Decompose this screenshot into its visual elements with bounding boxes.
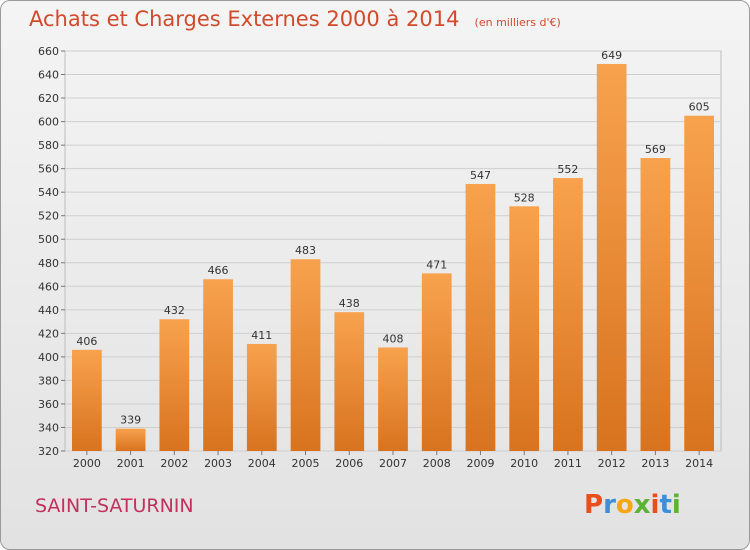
value-label: 552 [557,163,578,176]
value-label: 432 [164,304,185,317]
value-label: 466 [208,264,229,277]
y-tick-label: 580 [38,139,59,152]
bar-2013 [640,158,671,451]
bar-2007 [378,347,408,451]
x-tick-label: 2003 [204,457,232,470]
bar-2003 [203,279,233,451]
y-tick-label: 540 [38,186,59,199]
x-tick-label: 2014 [685,457,713,470]
x-tick-label: 2013 [641,457,669,470]
y-tick-label: 440 [38,304,59,317]
y-tick-label: 520 [38,210,59,223]
bar-2009 [465,183,496,452]
bar-2010 [509,206,540,451]
bar-2004 [246,343,277,451]
proxiti-logo: Proxiti [584,490,681,520]
logo-letter: i [671,490,681,520]
bar-2014 [684,115,715,452]
logo-letter: P [584,490,604,520]
x-tick-label: 2001 [117,457,145,470]
x-tick-label: 2005 [292,457,320,470]
bar-2012 [596,63,627,452]
y-tick-label: 360 [38,398,59,411]
y-tick-label: 640 [38,69,59,82]
y-tick-label: 480 [38,257,59,270]
y-tick-label: 460 [38,280,59,293]
chart-title: Achats et Charges Externes 2000 à 2014 [29,7,460,31]
value-label: 406 [76,335,97,348]
x-tick-label: 2010 [510,457,538,470]
value-label: 605 [689,101,710,114]
city-name: SAINT-SATURNIN [35,495,194,517]
y-tick-label: 620 [38,92,59,105]
value-label: 528 [514,191,535,204]
chart-subtitle: (en milliers d'€) [474,16,561,29]
x-tick-label: 2004 [248,457,276,470]
value-label: 438 [339,297,360,310]
value-labels: 406 339 432 466 411 483 438 408 471 547 528 552 649 5… [76,49,709,427]
logo-letter: o [615,490,634,520]
y-tick-label: 500 [38,233,59,246]
value-label: 339 [120,414,141,427]
bars [71,63,715,452]
value-label: 471 [426,258,447,271]
bar-2002 [159,319,190,451]
y-tick-label: 340 [38,421,59,434]
bar-2001 [115,428,146,451]
x-tick-label: 2000 [73,457,101,470]
x-axis-ticks: 2000 2001 2002 2003 2004 2005 2006 2007 2008 2009… [73,451,713,470]
y-tick-label: 660 [38,45,59,58]
bar-2008 [421,273,452,451]
value-label: 569 [645,143,666,156]
y-tick-label: 600 [38,116,59,129]
value-label: 483 [295,244,316,257]
logo-letter: r [603,490,616,520]
value-label: 649 [601,49,622,62]
x-tick-label: 2012 [598,457,626,470]
x-tick-label: 2007 [379,457,407,470]
x-tick-label: 2011 [554,457,582,470]
y-tick-label: 320 [38,445,59,458]
y-tick-label: 560 [38,163,59,176]
logo-letter: x [633,490,651,520]
x-tick-label: 2006 [335,457,363,470]
y-tick-label: 380 [38,374,59,387]
title-row: Achats et Charges Externes 2000 à 2014 (… [29,7,561,31]
x-tick-label: 2009 [466,457,494,470]
bar-2000 [71,349,102,451]
x-tick-label: 2008 [423,457,451,470]
value-label: 411 [251,329,272,342]
value-label: 408 [383,332,404,345]
logo-letter: i [650,490,660,520]
bar-2005 [290,259,321,451]
value-label: 547 [470,169,491,182]
y-tick-label: 400 [38,351,59,364]
y-axis-ticks: 320 340 360 380 400 420 440 460 480 500 520 540 560 5… [38,45,59,458]
bar-2011 [553,178,583,451]
y-tick-label: 420 [38,327,59,340]
logo-letter: t [659,490,672,520]
x-tick-label: 2002 [160,457,188,470]
bar-2006 [334,312,365,451]
